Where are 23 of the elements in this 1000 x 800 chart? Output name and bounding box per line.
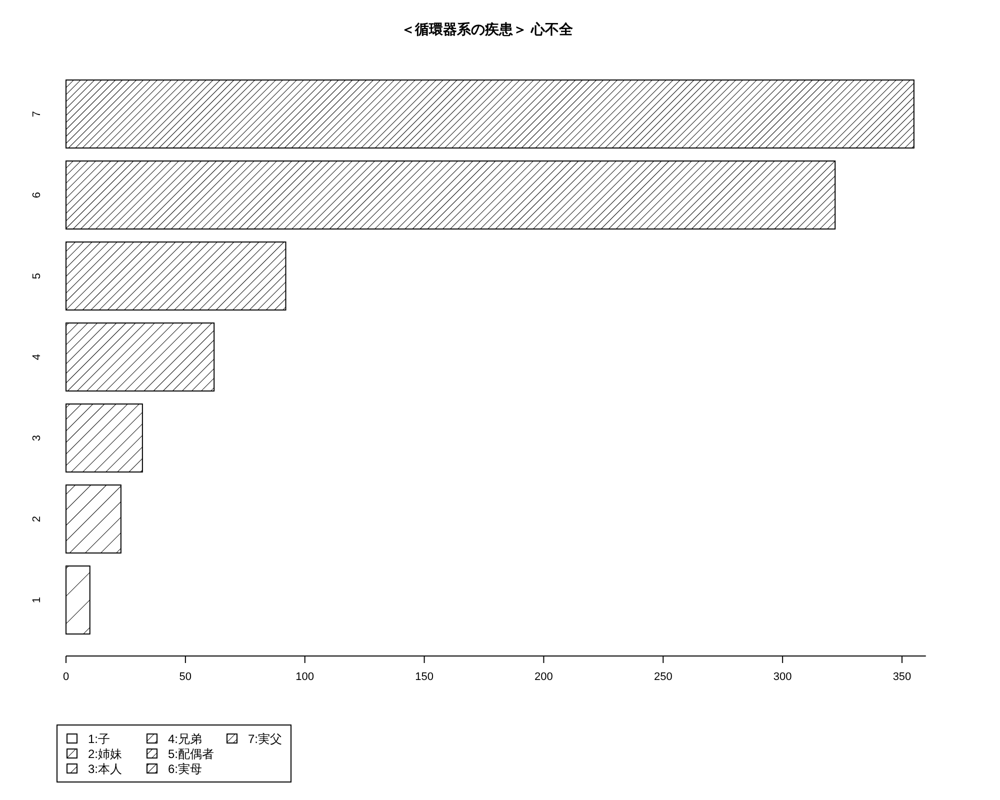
y-tick-label: 5 bbox=[31, 272, 43, 280]
x-tick-label: 50 bbox=[179, 671, 192, 683]
y-tick-label: 3 bbox=[31, 434, 43, 442]
legend-label: 4:兄弟 bbox=[168, 732, 202, 746]
x-tick-label: 250 bbox=[654, 671, 672, 683]
legend-label: 1:子 bbox=[88, 732, 110, 746]
legend-label: 2:姉妹 bbox=[88, 747, 122, 761]
legend-label: 6:実母 bbox=[168, 762, 202, 776]
y-tick-label: 4 bbox=[31, 354, 43, 360]
x-tick-label: 150 bbox=[415, 671, 434, 683]
y-tick-label: 1 bbox=[31, 596, 43, 604]
x-tick-label: 350 bbox=[892, 671, 912, 683]
x-tick-label: 100 bbox=[296, 671, 314, 683]
legend-label: 3:本人 bbox=[88, 762, 122, 776]
y-tick-label: 7 bbox=[31, 110, 43, 118]
chart-title: ＜循環器系の疾患＞ 心不全 bbox=[401, 21, 574, 37]
legend-label: 7:実父 bbox=[248, 732, 282, 746]
legend-label: 5:配偶者 bbox=[168, 747, 214, 761]
y-tick-label: 2 bbox=[31, 516, 43, 522]
x-tick-label: 200 bbox=[534, 671, 553, 683]
x-tick-label: 0 bbox=[62, 671, 70, 683]
x-tick-label: 300 bbox=[773, 671, 792, 683]
y-tick-label: 6 bbox=[31, 192, 43, 198]
